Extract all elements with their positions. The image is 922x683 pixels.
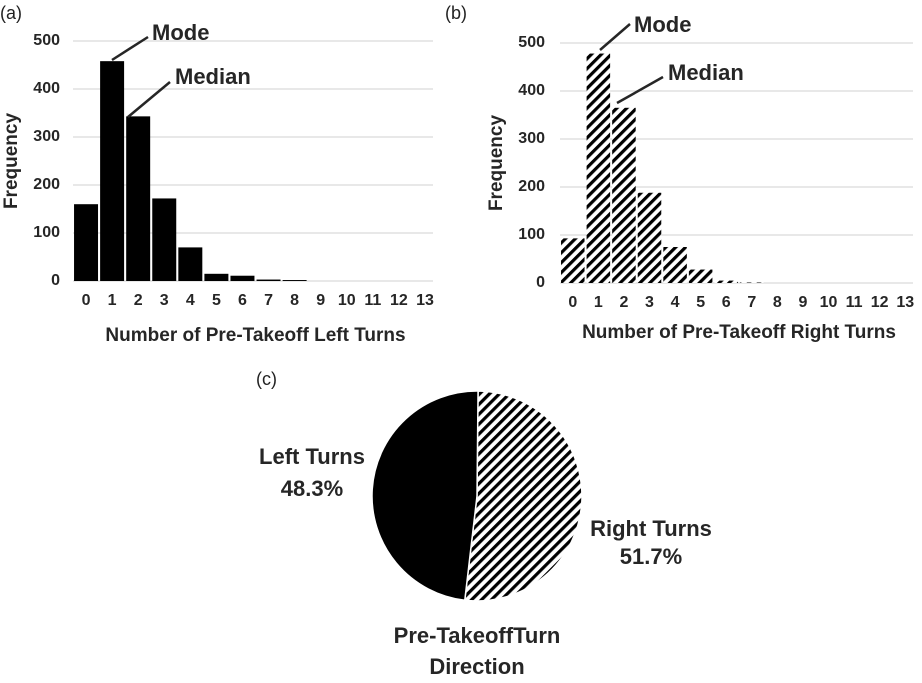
x-tick-label: 2 (619, 294, 628, 311)
x-tick-label: 1 (594, 294, 603, 311)
y-tick-label: 400 (518, 82, 545, 99)
pie-value-label: 48.3% (281, 476, 343, 501)
x-tick-label: 12 (390, 292, 408, 309)
pie-title: Pre-TakeoffTurn Direction (393, 623, 561, 679)
bar (152, 198, 177, 281)
bar (230, 275, 255, 281)
pie-slice (463, 390, 583, 602)
annotation-leader (599, 23, 631, 51)
x-axis-title: Number of Pre-Takeoff Left Turns (105, 325, 405, 346)
y-axis-title: Frequency (486, 115, 507, 212)
x-tick-label: 3 (645, 294, 654, 311)
x-tick-label: 11 (846, 294, 863, 311)
x-axis-title: Number of Pre-Takeoff Right Turns (582, 322, 896, 343)
y-tick-label: 400 (33, 80, 60, 97)
x-tick-label: 11 (364, 292, 381, 309)
y-tick-label: 500 (33, 32, 60, 49)
x-tick-label: 13 (896, 294, 914, 311)
pie-value-label: 51.7% (620, 544, 682, 569)
annotation: Mode (152, 20, 209, 45)
y-tick-label: 200 (518, 178, 545, 195)
x-tick-label: 8 (290, 292, 299, 309)
y-tick-label: 300 (518, 130, 545, 147)
y-tick-label: 200 (33, 176, 60, 193)
x-tick-label: 7 (747, 294, 756, 311)
bar (714, 280, 738, 283)
bar (74, 204, 99, 281)
x-tick-label: 2 (134, 292, 143, 309)
bar (586, 53, 611, 284)
x-tick-label: 4 (671, 294, 680, 311)
panel-label: (c) (256, 369, 277, 389)
x-tick-label: 12 (871, 294, 889, 311)
x-tick-label: 8 (773, 294, 782, 311)
bar (688, 269, 713, 283)
bar (178, 247, 203, 281)
annotation: Mode (634, 12, 691, 37)
x-tick-label: 0 (82, 292, 91, 309)
panel-label: (b) (445, 3, 467, 23)
annotation: Median (668, 60, 744, 85)
x-tick-label: 9 (798, 294, 807, 311)
panel-label: (a) (0, 3, 22, 23)
pie-label: Left Turns (259, 444, 365, 469)
x-tick-label: 3 (160, 292, 169, 309)
y-tick-label: 0 (536, 274, 545, 291)
annotation: Median (175, 64, 251, 89)
x-tick-label: 10 (820, 294, 838, 311)
y-tick-label: 100 (33, 224, 60, 241)
bar (663, 247, 687, 283)
bar (612, 107, 636, 283)
annotation-leader (616, 75, 664, 105)
y-tick-label: 300 (33, 128, 60, 145)
y-tick-label: 0 (51, 272, 60, 289)
x-tick-label: 0 (568, 294, 577, 311)
bar (204, 273, 229, 281)
y-tick-label: 100 (518, 226, 545, 243)
x-tick-label: 5 (696, 294, 705, 311)
x-tick-label: 6 (238, 292, 247, 309)
y-axis-title: Frequency (1, 113, 22, 210)
x-tick-label: 5 (212, 292, 221, 309)
x-tick-label: 13 (416, 292, 434, 309)
x-tick-label: 9 (316, 292, 325, 309)
x-tick-label: 6 (722, 294, 731, 311)
bar (282, 280, 307, 281)
x-tick-label: 10 (338, 292, 356, 309)
y-tick-label: 500 (518, 34, 545, 51)
pie-label: Right Turns (590, 516, 712, 541)
bar (126, 116, 151, 281)
annotation-leader (111, 35, 149, 62)
x-tick-label: 7 (264, 292, 273, 309)
bar (256, 279, 281, 281)
annotation-leader (127, 81, 171, 118)
x-tick-label: 4 (186, 292, 195, 309)
pie-slice (371, 390, 479, 602)
x-tick-label: 1 (108, 292, 117, 309)
bar (637, 192, 662, 283)
bar (100, 61, 125, 281)
bar (561, 238, 585, 283)
